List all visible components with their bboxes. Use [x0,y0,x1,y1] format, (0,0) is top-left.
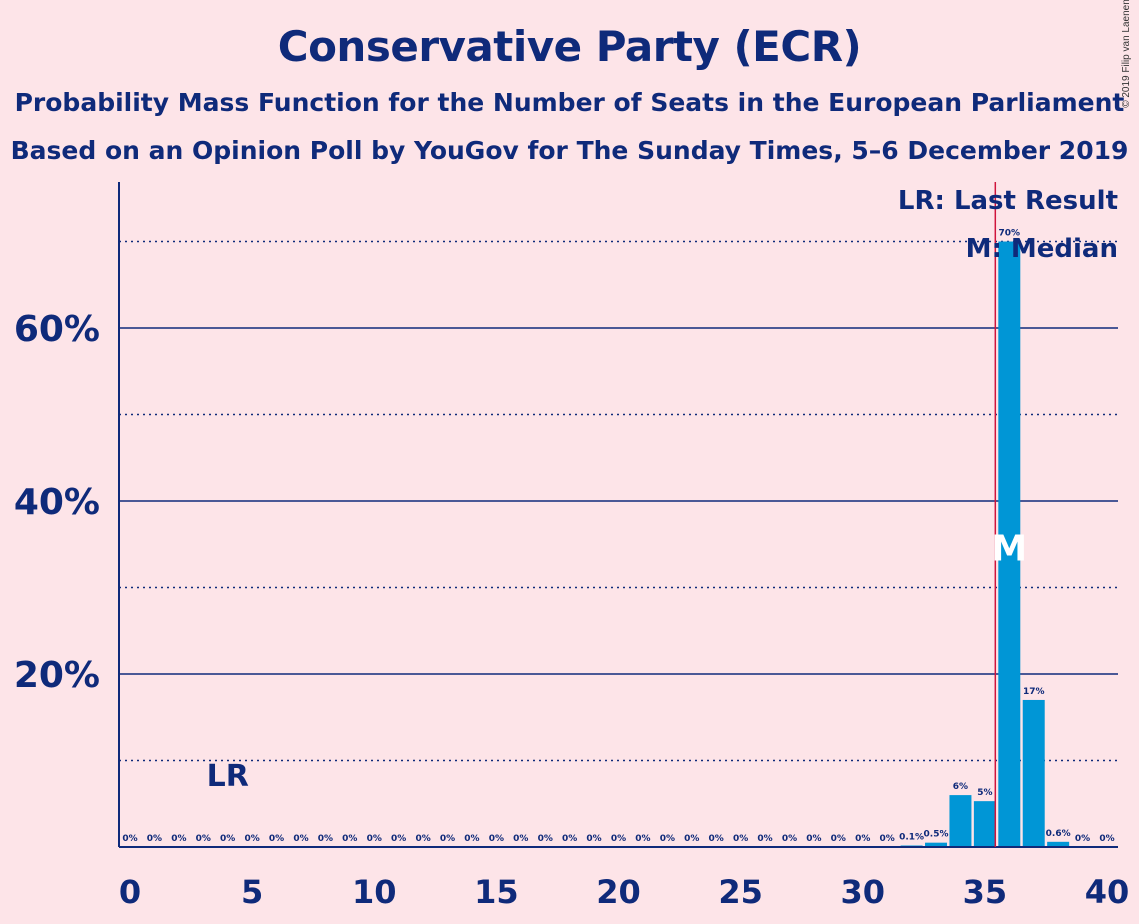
bar-series [900,241,1070,847]
x-tick-label: 5 [241,873,263,911]
bar-label-seats-31: 0% [880,834,895,844]
bar-label-seats-29: 0% [831,834,846,844]
y-tick-labels: 20% 40% 60% [14,309,100,696]
bar-label-seats-35: 5% [977,788,992,798]
bar-seats-36 [998,241,1021,847]
bar-label-seats-22: 0% [660,834,675,844]
bar-label-seats-8: 0% [318,834,333,844]
grid-lines [119,240,1118,762]
bar-seats-34 [949,795,972,847]
chart-markers: M LR [207,182,1027,847]
bar-label-seats-30: 0% [855,834,870,844]
bar-label-seats-40: 0% [1099,834,1114,844]
bar-label-seats-39: 0% [1075,834,1090,844]
bar-label-seats-9: 0% [342,834,357,844]
bar-label-seats-14: 0% [464,834,479,844]
bar-label-seats-1: 0% [147,834,162,844]
bar-label-seats-3: 0% [196,834,211,844]
bar-label-seats-2: 0% [171,834,186,844]
bar-label-seats-38: 0.6% [1046,829,1071,839]
bar-label-seats-15: 0% [489,834,504,844]
bar-label-seats-26: 0% [757,834,772,844]
bar-seats-35 [973,801,996,847]
bar-label-seats-12: 0% [415,834,430,844]
bar-label-seats-16: 0% [513,834,528,844]
y-tick-label: 20% [14,655,100,696]
x-tick-label: 0 [119,873,141,911]
bar-seats-37 [1022,699,1045,847]
bar-label-seats-27: 0% [782,834,797,844]
bar-label-seats-17: 0% [538,834,553,844]
chart-subtitle-1: Probability Mass Function for the Number… [14,88,1125,117]
bar-label-seats-0: 0% [122,834,137,844]
x-tick-label: 15 [474,873,519,911]
bar-label-seats-6: 0% [269,834,284,844]
chart-title: Conservative Party (ECR) [277,22,862,71]
bar-seats-33 [925,842,948,847]
x-tick-label: 20 [596,873,641,911]
bar-label-seats-28: 0% [806,834,821,844]
bar-label-seats-24: 0% [709,834,724,844]
bar-label-seats-4: 0% [220,834,235,844]
bar-label-seats-19: 0% [586,834,601,844]
x-tick-label: 10 [352,873,397,911]
axes [118,182,1118,848]
bar-label-seats-13: 0% [440,834,455,844]
bar-label-seats-21: 0% [635,834,650,844]
bar-label-seats-36: 70% [999,229,1021,239]
y-tick-label: 40% [14,482,100,523]
median-marker: M [991,528,1027,569]
legend-median: M: Median [966,234,1118,264]
bar-label-seats-5: 0% [244,834,259,844]
x-tick-labels: 0 5 10 15 20 25 30 35 40 [119,873,1129,911]
bar-label-seats-11: 0% [391,834,406,844]
y-tick-label: 60% [14,309,100,350]
bar-label-seats-20: 0% [611,834,626,844]
x-tick-label: 40 [1085,873,1130,911]
chart-subtitle-2: Based on an Opinion Poll by YouGov for T… [10,136,1129,165]
x-tick-label: 25 [718,873,763,911]
bar-label-seats-34: 6% [953,782,968,792]
chart-legend: LR: Last Result M: Median [898,186,1118,264]
x-tick-label: 35 [963,873,1008,911]
bar-label-seats-25: 0% [733,834,748,844]
legend-last-result: LR: Last Result [898,186,1118,216]
bar-label-seats-10: 0% [367,834,382,844]
bar-label-seats-33: 0.5% [924,830,949,840]
bar-label-seats-18: 0% [562,834,577,844]
bar-seats-38 [1047,841,1070,847]
bar-label-seats-37: 17% [1023,687,1045,697]
bar-label-seats-23: 0% [684,834,699,844]
bar-data-labels: 0% 0% 0% 0% 0% 0% 0% 0% 0% 0% 0% 0% 0% 0% 0% 0% 0% 0% 0% 0%… [122,229,1114,845]
x-tick-label: 30 [840,873,885,911]
last-result-marker: LR [207,759,249,794]
bar-label-seats-32: 0.1% [899,833,924,843]
bar-label-seats-7: 0% [293,834,308,844]
